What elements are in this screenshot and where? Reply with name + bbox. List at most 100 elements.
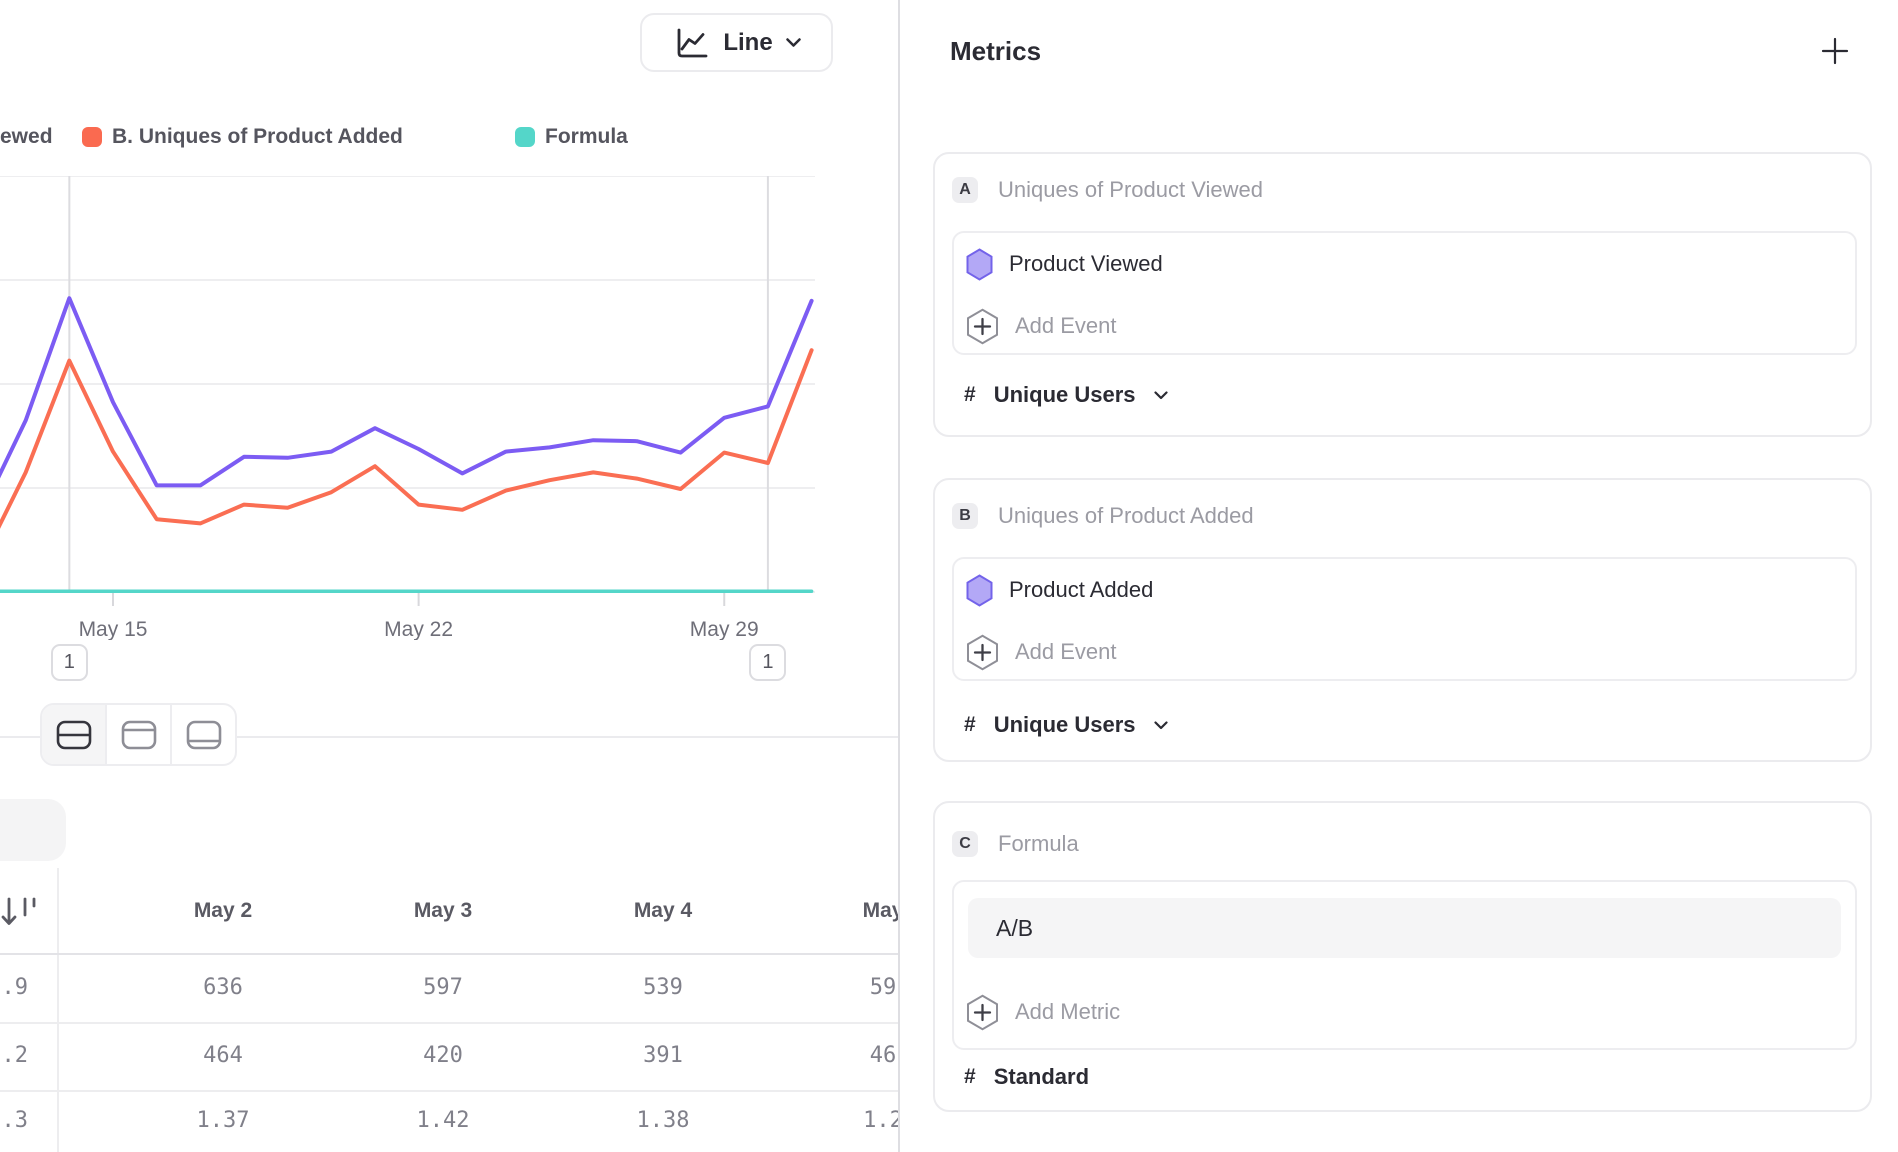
results-table: May 2 May 3 May 4 May .9 636 597 539 59 .2 464 420… (0, 868, 898, 1152)
layout-chart-button[interactable] (105, 705, 170, 764)
event-block: Product Viewed Add Event (952, 231, 1857, 355)
table-cell: 1.38 (636, 1108, 690, 1133)
formula-input[interactable]: A/B (968, 898, 1841, 958)
chart-legend: ewed B. Uniques of Product Added Formula (0, 122, 898, 152)
add-metric-row[interactable]: Add Metric (966, 982, 1120, 1042)
layout-split-button[interactable] (42, 705, 105, 764)
metric-card-a: A Uniques of Product Viewed Product View… (933, 152, 1872, 437)
metric-badge: C (952, 831, 978, 857)
table-header-cell[interactable]: May 4 (633, 899, 693, 922)
table-header-cell[interactable]: May 3 (413, 899, 473, 922)
x-axis-label: May 29 (690, 618, 759, 640)
event-name: Product Added (1009, 577, 1154, 602)
table-cell: 1.2 (863, 1108, 898, 1133)
series-line-b (0, 348, 814, 529)
metric-badge: B (952, 503, 978, 529)
layout-toggle-group (40, 703, 237, 766)
legend-swatch (82, 127, 102, 147)
layout-bottom-icon (186, 720, 221, 749)
table-cell: 597 (423, 975, 463, 1000)
add-event-row[interactable]: Add Event (966, 295, 1843, 357)
layout-top-icon (121, 720, 156, 749)
measure-label: Unique Users (993, 712, 1136, 737)
layout-table-button[interactable] (170, 705, 235, 764)
table-cell: 1.37 (196, 1108, 250, 1133)
event-block: Product Added Add Event (952, 557, 1857, 681)
table-row-divider (0, 1022, 898, 1024)
metric-card-b: B Uniques of Product Added Product Added… (933, 478, 1872, 762)
formula-block: A/B Add Metric (952, 880, 1857, 1050)
layout-split-icon (56, 720, 91, 749)
add-event-label: Add Event (1015, 639, 1117, 664)
add-metric-hexagon-plus-icon (967, 994, 998, 1030)
chart-pane: Line ewed B. Uniques of Product Added Fo… (0, 0, 898, 1152)
legend-item-b[interactable]: B. Uniques of Product Added (82, 122, 403, 152)
event-name: Product Viewed (1009, 251, 1163, 276)
chart-type-label: Line (723, 28, 773, 56)
sort-descending-icon[interactable] (0, 894, 42, 930)
legend-swatch (515, 127, 535, 147)
line-chart-icon (677, 28, 708, 57)
chart-type-button[interactable]: Line (640, 13, 833, 72)
legend-label: B. Uniques of Product Added (112, 125, 403, 148)
measure-label: Unique Users (993, 382, 1136, 407)
legend-item-a-clipped[interactable]: ewed (0, 122, 53, 152)
pane-divider (898, 0, 900, 1152)
metric-title: Formula (998, 831, 1079, 856)
metric-card-c: C Formula A/B Add Metric # Standard (933, 801, 1872, 1112)
hash-icon: # (964, 383, 976, 406)
table-cell: 59 (869, 975, 897, 1000)
measure-dropdown[interactable]: # Standard (964, 1064, 1089, 1090)
formula-value: A/B (996, 914, 1034, 941)
table-row-label-clipped: .3 (1, 1108, 29, 1133)
table-row-divider (0, 1090, 898, 1092)
event-row[interactable]: Product Viewed (966, 233, 1843, 295)
table-cell: 420 (423, 1043, 463, 1068)
metric-title: Uniques of Product Added (998, 503, 1254, 528)
event-row[interactable]: Product Added (966, 559, 1843, 621)
table-cell: 391 (643, 1043, 683, 1068)
annotation-badge[interactable]: 1 (50, 644, 88, 681)
table-row-label-clipped: .2 (1, 1043, 29, 1068)
chevron-down-icon (1153, 390, 1168, 399)
line-chart-plot[interactable]: May 15 May 22 May 29 (0, 176, 898, 640)
table-column-divider (57, 868, 59, 1152)
table-cell: 1.42 (416, 1108, 470, 1133)
metric-badge: A (952, 177, 978, 203)
hash-icon: # (964, 1065, 976, 1088)
chevron-down-icon (1153, 720, 1168, 729)
table-tab-pill[interactable] (0, 799, 66, 861)
table-cell: 46 (869, 1043, 897, 1068)
metric-title-row[interactable]: B Uniques of Product Added (952, 503, 1254, 529)
legend-label: ewed (0, 125, 53, 148)
table-row-label-clipped: .9 (1, 975, 29, 1000)
legend-label: Formula (545, 125, 628, 148)
chevron-down-icon (785, 38, 801, 47)
table-header-cell[interactable]: May 2 (193, 899, 253, 922)
event-hexagon-icon (966, 573, 993, 607)
hash-icon: # (964, 713, 976, 736)
metrics-panel: Metrics A Uniques of Product Viewed Prod… (900, 0, 1898, 1152)
series-line-a (0, 296, 814, 488)
add-metric-panel-button[interactable] (1818, 34, 1852, 68)
add-event-hexagon-plus-icon (967, 308, 998, 344)
measure-label: Standard (993, 1064, 1090, 1089)
add-event-hexagon-plus-icon (967, 634, 998, 670)
metrics-panel-title: Metrics (950, 36, 1042, 66)
table-header-border (0, 953, 898, 955)
metric-title-row[interactable]: C Formula (952, 831, 1079, 857)
table-header-cell[interactable]: May (862, 899, 898, 922)
table-cell: 636 (203, 975, 243, 1000)
measure-dropdown[interactable]: # Unique Users (964, 712, 1168, 738)
metric-title-row[interactable]: A Uniques of Product Viewed (952, 177, 1263, 203)
plus-icon (1821, 37, 1849, 65)
annotation-badge[interactable]: 1 (749, 644, 787, 681)
add-event-row[interactable]: Add Event (966, 621, 1843, 683)
x-axis-label: May 22 (384, 618, 453, 640)
measure-dropdown[interactable]: # Unique Users (964, 382, 1168, 408)
x-axis-label: May 15 (79, 618, 148, 640)
event-hexagon-icon (966, 247, 993, 281)
table-cell: 464 (203, 1043, 243, 1068)
add-metric-label: Add Metric (1015, 999, 1121, 1024)
legend-item-formula[interactable]: Formula (515, 122, 628, 152)
